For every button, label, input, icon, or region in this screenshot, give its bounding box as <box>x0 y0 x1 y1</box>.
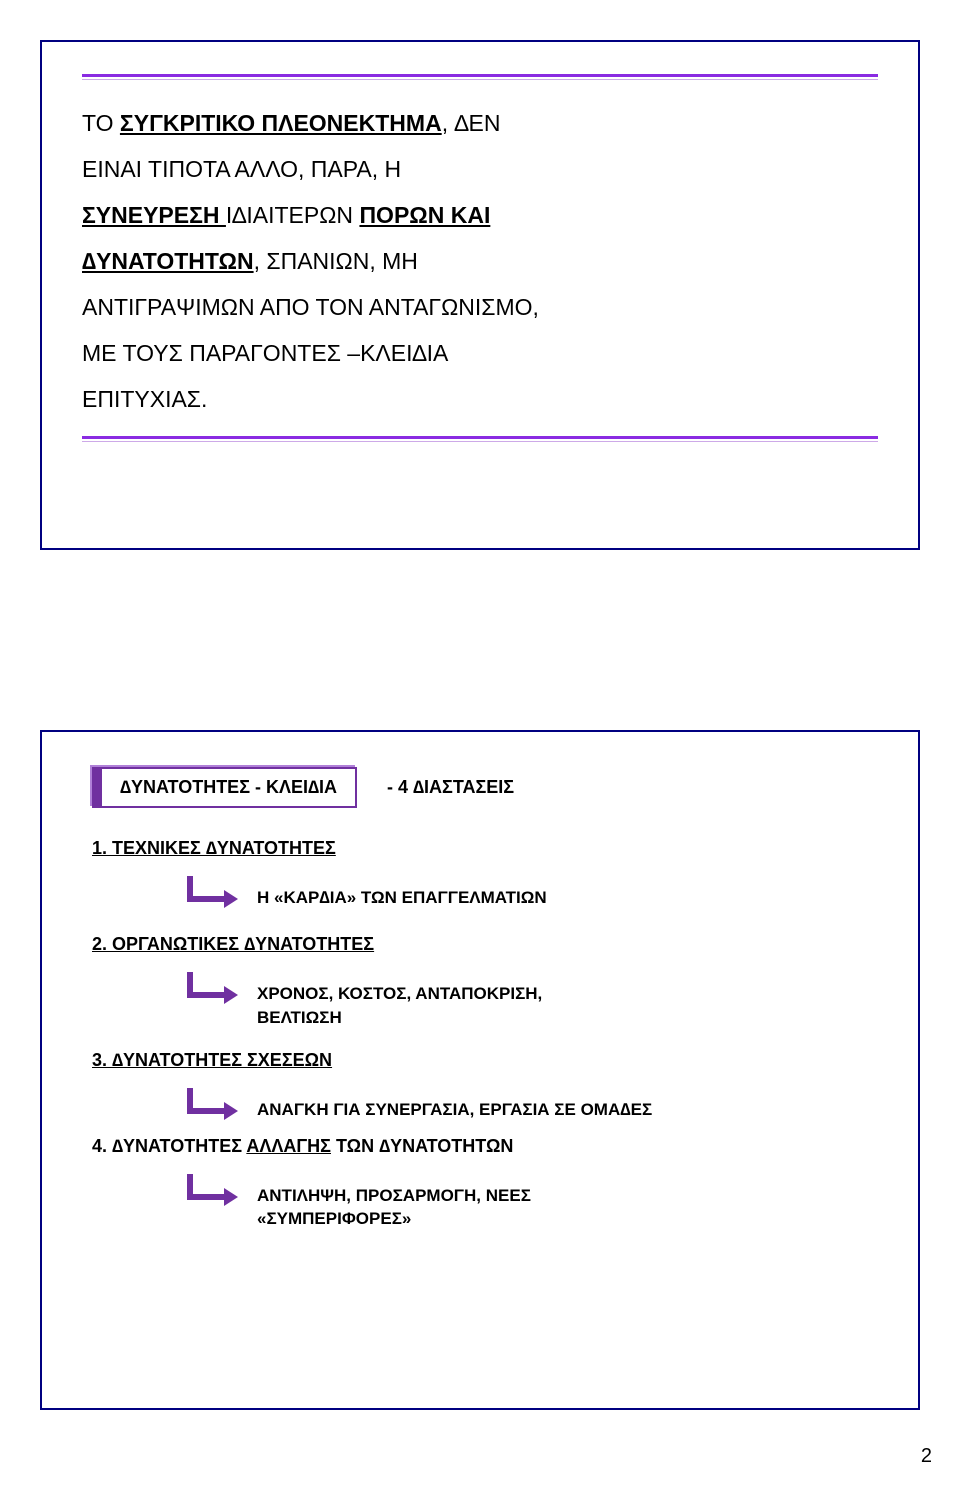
item-4-heading: 4. ∆ΥΝΑΤΟΤΗΤΕΣ ΑΛΛΑΓΗΣ ΤΩΝ ∆ΥΝΑΤΟΤΗΤΩΝ <box>92 1136 868 1157</box>
item-3-heading: 3. ∆ΥΝΑΤΟΤΗΤΕΣ ΣΧΕΣΕΩΝ <box>92 1050 868 1071</box>
item-1-desc-row: Η «ΚΑΡ∆ΙΑ» ΤΩΝ ΕΠΑΓΓΕΛΜΑΤΙΩΝ <box>182 874 868 914</box>
item-2-desc: ΧΡΟΝΟΣ, ΚΟΣΤΟΣ, ΑΝΤΑΠΟΚΡΙΣΗ, ΒΕΛΤΙΩΣΗ <box>257 970 617 1030</box>
text: ΑΝΤΙΓΡΑΨΙΜΩΝ ΑΠΟ ΤΟΝ ΑΝΤΑΓΩΝΙΣΜΟ, <box>82 294 539 320</box>
slide-1: ΤΟ ΣΥΓΚΡΙΤΙΚΟ ΠΛΕΟΝΕΚΤΗΜΑ, ∆ΕΝ ΕΙΝΑΙ ΤΙΠ… <box>0 0 960 700</box>
text: ΤΟ <box>82 110 120 136</box>
elbow-arrow-icon <box>182 1172 242 1212</box>
item-1-desc: Η «ΚΑΡ∆ΙΑ» ΤΩΝ ΕΠΑΓΓΕΛΜΑΤΙΩΝ <box>257 874 547 910</box>
text-underline: ∆ΥΝΑΤΟΤΗΤΩΝ <box>82 248 254 274</box>
elbow-arrow-icon <box>182 874 242 914</box>
slide-2: ∆ΥΝΑΤΟΤΗΤΕΣ - ΚΛΕΙ∆ΙΑ - 4 ∆ΙΑΣΤΑΣΕΙΣ 1. … <box>0 700 960 1480</box>
elbow-arrow-icon <box>182 970 242 1010</box>
text-underline: ΑΛΛΑΓΗΣ <box>246 1136 331 1156</box>
definition-paragraph: ΤΟ ΣΥΓΚΡΙΤΙΚΟ ΠΛΕΟΝΕΚΤΗΜΑ, ∆ΕΝ ΕΙΝΑΙ ΤΙΠ… <box>82 100 878 422</box>
text: ΕΙΝΑΙ ΤΙΠΟΤΑ ΑΛΛΟ, ΠΑΡΑ, Η <box>82 156 401 182</box>
slide1-frame: ΤΟ ΣΥΓΚΡΙΤΙΚΟ ΠΛΕΟΝΕΚΤΗΜΑ, ∆ΕΝ ΕΙΝΑΙ ΤΙΠ… <box>40 40 920 550</box>
text: , ∆ΕΝ <box>442 110 501 136</box>
item-4-desc-row: ΑΝΤΙΛΗΨΗ, ΠΡΟΣΑΡΜΟΓΗ, ΝΕΕΣ «ΣΥΜΠΕΡΙΦΟΡΕΣ… <box>182 1172 868 1232</box>
text: ΤΩΝ ∆ΥΝΑΤΟΤΗΤΩΝ <box>331 1136 513 1156</box>
rule-thick <box>82 74 878 77</box>
text-bold: ΣΥΓΚΡΙΤΙΚΟ ΠΛΕΟΝΕΚΤΗΜΑ <box>120 110 442 136</box>
heading-row: ∆ΥΝΑΤΟΤΗΤΕΣ - ΚΛΕΙ∆ΙΑ - 4 ∆ΙΑΣΤΑΣΕΙΣ <box>92 767 868 808</box>
text: Ι∆ΙΑΙΤΕΡΩΝ <box>226 202 360 228</box>
text: 4. ∆ΥΝΑΤΟΤΗΤΕΣ <box>92 1136 246 1156</box>
item-3-desc: ΑΝΑΓΚΗ ΓΙΑ ΣΥΝΕΡΓΑΣΙΑ, ΕΡΓΑΣΙΑ ΣΕ ΟΜΑ∆ΕΣ <box>257 1086 652 1122</box>
item-1-heading: 1. ΤΕΧΝΙΚΕΣ ∆ΥΝΑΤΟΤΗΤΕΣ <box>92 838 868 859</box>
elbow-arrow-icon <box>182 1086 242 1126</box>
page-number: 2 <box>921 1445 932 1468</box>
rule-thick <box>82 436 878 439</box>
text-underline: ΠΟΡΩΝ ΚΑΙ <box>359 202 490 228</box>
rule-thin <box>82 441 878 442</box>
item-2-desc-row: ΧΡΟΝΟΣ, ΚΟΣΤΟΣ, ΑΝΤΑΠΟΚΡΙΣΗ, ΒΕΛΤΙΩΣΗ <box>182 970 868 1030</box>
text: ΕΠΙΤΥΧΙΑΣ. <box>82 386 207 412</box>
slide2-frame: ∆ΥΝΑΤΟΤΗΤΕΣ - ΚΛΕΙ∆ΙΑ - 4 ∆ΙΑΣΤΑΣΕΙΣ 1. … <box>40 730 920 1410</box>
item-4-desc: ΑΝΤΙΛΗΨΗ, ΠΡΟΣΑΡΜΟΓΗ, ΝΕΕΣ «ΣΥΜΠΕΡΙΦΟΡΕΣ… <box>257 1172 617 1232</box>
rule-thin <box>82 79 878 80</box>
item-3-desc-row: ΑΝΑΓΚΗ ΓΙΑ ΣΥΝΕΡΓΑΣΙΑ, ΕΡΓΑΣΙΑ ΣΕ ΟΜΑ∆ΕΣ <box>182 1086 868 1126</box>
subtitle: - 4 ∆ΙΑΣΤΑΣΕΙΣ <box>387 777 514 798</box>
tag-label: ∆ΥΝΑΤΟΤΗΤΕΣ - ΚΛΕΙ∆ΙΑ <box>92 767 357 808</box>
text-underline: ΣΥΝΕΥΡΕΣΗ <box>82 202 226 228</box>
text: ΜΕ ΤΟΥΣ ΠΑΡΑΓΟΝΤΕΣ –ΚΛΕΙ∆ΙΑ <box>82 340 448 366</box>
text: , ΣΠΑΝΙΩΝ, ΜΗ <box>254 248 418 274</box>
item-2-heading: 2. ΟΡΓΑΝΩΤΙΚΕΣ ∆ΥΝΑΤΟΤΗΤΕΣ <box>92 934 868 955</box>
